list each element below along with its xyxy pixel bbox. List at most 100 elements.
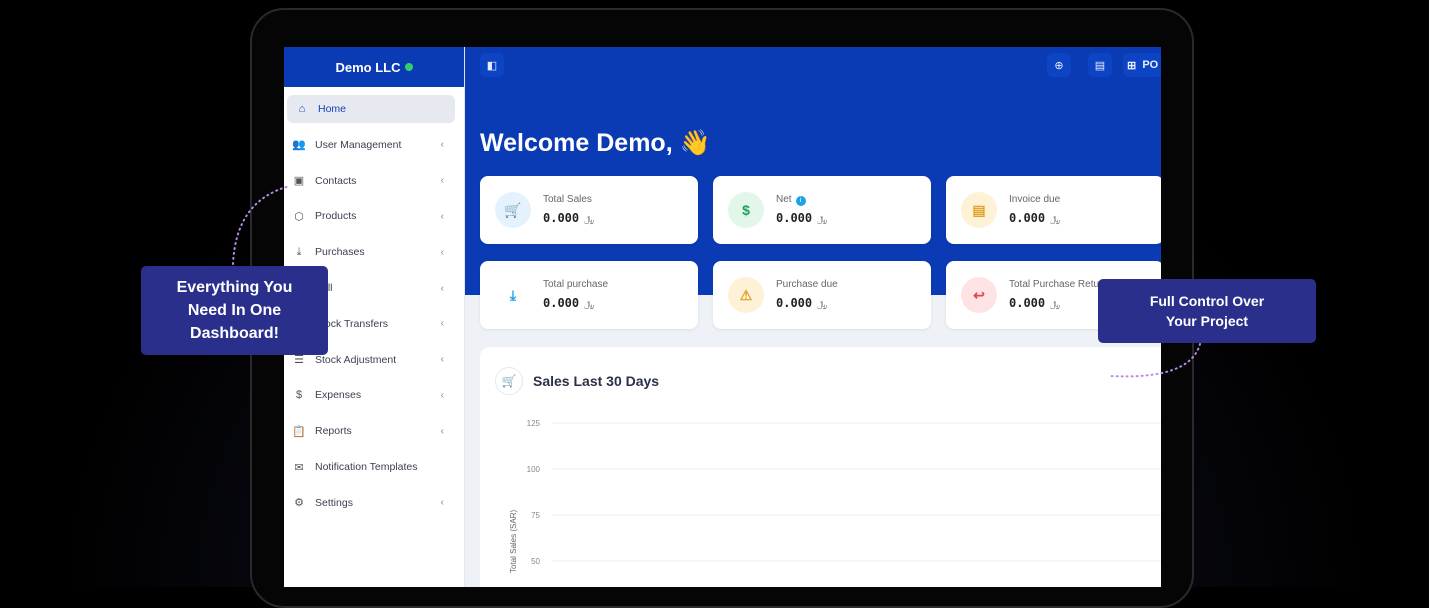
warning-icon: ⚠ <box>728 277 764 313</box>
sidebar-nav: ⌂ Home 👥 User Management ‹ ▣ Contacts ‹ ⬡ Product… <box>284 87 464 521</box>
chevron-left-icon: ‹ <box>440 389 444 401</box>
stat-value: 0.000 <box>543 211 580 225</box>
sidebar-item-label: Settings <box>315 496 353 509</box>
stat-card-net: $ Net i 0.000 ﷼ <box>713 176 931 244</box>
sales-chart-card: 🛒 Sales Last 30 Days 125 100 75 50 Total Sal… <box>480 347 1161 587</box>
y-tick-label: 100 <box>527 465 541 474</box>
y-tick-label: 75 <box>531 511 540 520</box>
welcome-heading: Welcome Demo, 👋 <box>480 129 711 158</box>
y-axis-label: Total Sales (SAR) <box>509 510 518 573</box>
sidebar-item-expenses[interactable]: $ Expenses ‹ <box>284 378 464 414</box>
welcome-text: Welcome Demo, <box>480 129 673 157</box>
add-button[interactable]: ⊕ <box>1047 53 1071 77</box>
stat-label: Net <box>776 194 792 205</box>
currency-symbol: ﷼ <box>584 215 595 225</box>
home-icon: ⌂ <box>298 103 306 115</box>
download-icon: ⤓ <box>495 277 531 313</box>
currency-symbol: ﷼ <box>1050 215 1061 225</box>
stat-card-invoice-due: ▤ Invoice due 0.000 ﷼ <box>946 176 1161 244</box>
currency-symbol: ﷼ <box>817 215 828 225</box>
sidebar-item-label: Purchases <box>315 246 365 259</box>
cart-icon: 🛒 <box>495 367 523 395</box>
top-bar: ◧ ⊕ ▤ ⊞ PO <box>465 47 1161 87</box>
stat-card-total-sales: 🛒 Total Sales 0.000 ﷼ <box>480 176 698 244</box>
chart-title: Sales Last 30 Days <box>533 373 660 389</box>
plus-circle-icon: ⊕ <box>1054 59 1064 72</box>
info-icon[interactable]: i <box>795 196 806 206</box>
sidebar-item-label: Stock Transfers <box>315 317 388 330</box>
stat-value: 0.000 <box>776 211 813 225</box>
mail-icon: ✉ <box>294 461 304 474</box>
sales-chart: 125 100 75 50 Total Sales (SAR) <box>509 419 1161 573</box>
database-icon: ☰ <box>294 354 304 367</box>
app-screen: Demo LLC ⌂ Home 👥 User Management ‹ ▣ Contacts… <box>284 47 1161 587</box>
chevron-left-icon: ‹ <box>440 139 444 151</box>
wave-icon: 👋 <box>679 129 711 157</box>
status-dot <box>404 63 413 71</box>
stat-value: 0.000 <box>1009 296 1046 310</box>
chevron-left-icon: ‹ <box>440 282 444 294</box>
y-tick-label: 125 <box>527 419 541 428</box>
sidebar-item-stock-adjustment[interactable]: ☰ Stock Adjustment ‹ <box>284 342 464 378</box>
calculator-icon: ▤ <box>1094 59 1106 72</box>
sidebar-item-label: User Management <box>315 138 402 151</box>
expense-icon: $ <box>295 389 303 402</box>
brand: Demo LLC <box>284 47 464 87</box>
download-icon: ⤓ <box>296 245 302 258</box>
contact-icon: ▣ <box>293 175 305 188</box>
chevron-left-icon: ‹ <box>440 497 444 509</box>
pos-label: PO <box>1142 59 1159 71</box>
sidebar-item-settings[interactable]: ⚙ Settings ‹ <box>284 485 464 521</box>
stat-label: Total purchase <box>543 279 609 290</box>
sidebar-item-label: Expenses <box>315 389 362 402</box>
chevron-left-icon: ‹ <box>440 175 444 187</box>
calculator-button[interactable]: ▤ <box>1088 53 1112 77</box>
brand-name: Demo LLC <box>335 59 401 75</box>
sidebar-item-label: Stock Adjustment <box>315 353 397 366</box>
chevron-left-icon: ‹ <box>440 210 444 222</box>
currency-symbol: ﷼ <box>1050 300 1061 310</box>
stat-label: Total Sales <box>543 194 592 205</box>
stat-card-purchase-due: ⚠ Purchase due 0.000 ﷼ <box>713 261 931 329</box>
stat-card-total-purchase: ⤓ Total purchase 0.000 ﷼ <box>480 261 698 329</box>
stat-label: Purchase due <box>776 279 838 290</box>
sidebar-item-label: Home <box>318 103 347 115</box>
callout-right-text: Full Control Over Your Project <box>1149 292 1265 329</box>
sidebar-item-contacts[interactable]: ▣ Contacts ‹ <box>284 163 464 199</box>
gear-icon: ⚙ <box>294 497 304 510</box>
report-icon: 📋 <box>292 425 306 438</box>
currency-symbol: ﷼ <box>584 300 595 310</box>
stat-value: 0.000 <box>1009 211 1046 225</box>
sidebar-toggle-icon: ◧ <box>486 59 498 72</box>
sidebar-item-user-management[interactable]: 👥 User Management ‹ <box>284 127 464 163</box>
chevron-left-icon: ‹ <box>440 354 444 366</box>
sidebar-item-label: Contacts <box>315 174 357 187</box>
callout-left: Everything You Need In One Dashboard! <box>141 266 328 355</box>
cart-icon: 🛒 <box>495 192 531 228</box>
sidebar-item-products[interactable]: ⬡ Products ‹ <box>284 199 464 235</box>
stat-value: 0.000 <box>543 296 580 310</box>
stat-value: 0.000 <box>776 296 813 310</box>
currency-symbol: ﷼ <box>817 300 828 310</box>
chevron-left-icon: ‹ <box>440 318 444 330</box>
sidebar-item-home[interactable]: ⌂ Home <box>287 95 455 123</box>
return-icon: ↩ <box>961 277 997 313</box>
sidebar-item-label: Reports <box>315 425 352 438</box>
sidebar: Demo LLC ⌂ Home 👥 User Management ‹ ▣ Contacts… <box>284 47 465 587</box>
sidebar-item-purchases[interactable]: ⤓ Purchases ‹ <box>284 234 464 270</box>
callout-left-text: Everything You Need In One Dashboard! <box>176 278 293 343</box>
stat-label: Total Purchase Return <box>1009 279 1108 290</box>
pos-button[interactable]: ⊞ PO <box>1123 53 1161 77</box>
stat-label: Invoice due <box>1009 194 1061 205</box>
sidebar-item-reports[interactable]: 📋 Reports ‹ <box>284 413 464 449</box>
toggle-sidebar-button[interactable]: ◧ <box>480 53 504 77</box>
y-tick-label: 50 <box>531 557 540 566</box>
chevron-left-icon: ‹ <box>440 425 444 437</box>
dollar-icon: $ <box>728 192 764 228</box>
box-icon: ⬡ <box>294 210 304 223</box>
users-icon: 👥 <box>292 139 306 152</box>
sidebar-item-notification-templates[interactable]: ✉ Notification Templates <box>284 449 464 485</box>
sidebar-item-label: Products <box>315 210 357 223</box>
chevron-left-icon: ‹ <box>440 246 444 258</box>
callout-right: Full Control Over Your Project <box>1098 279 1316 343</box>
